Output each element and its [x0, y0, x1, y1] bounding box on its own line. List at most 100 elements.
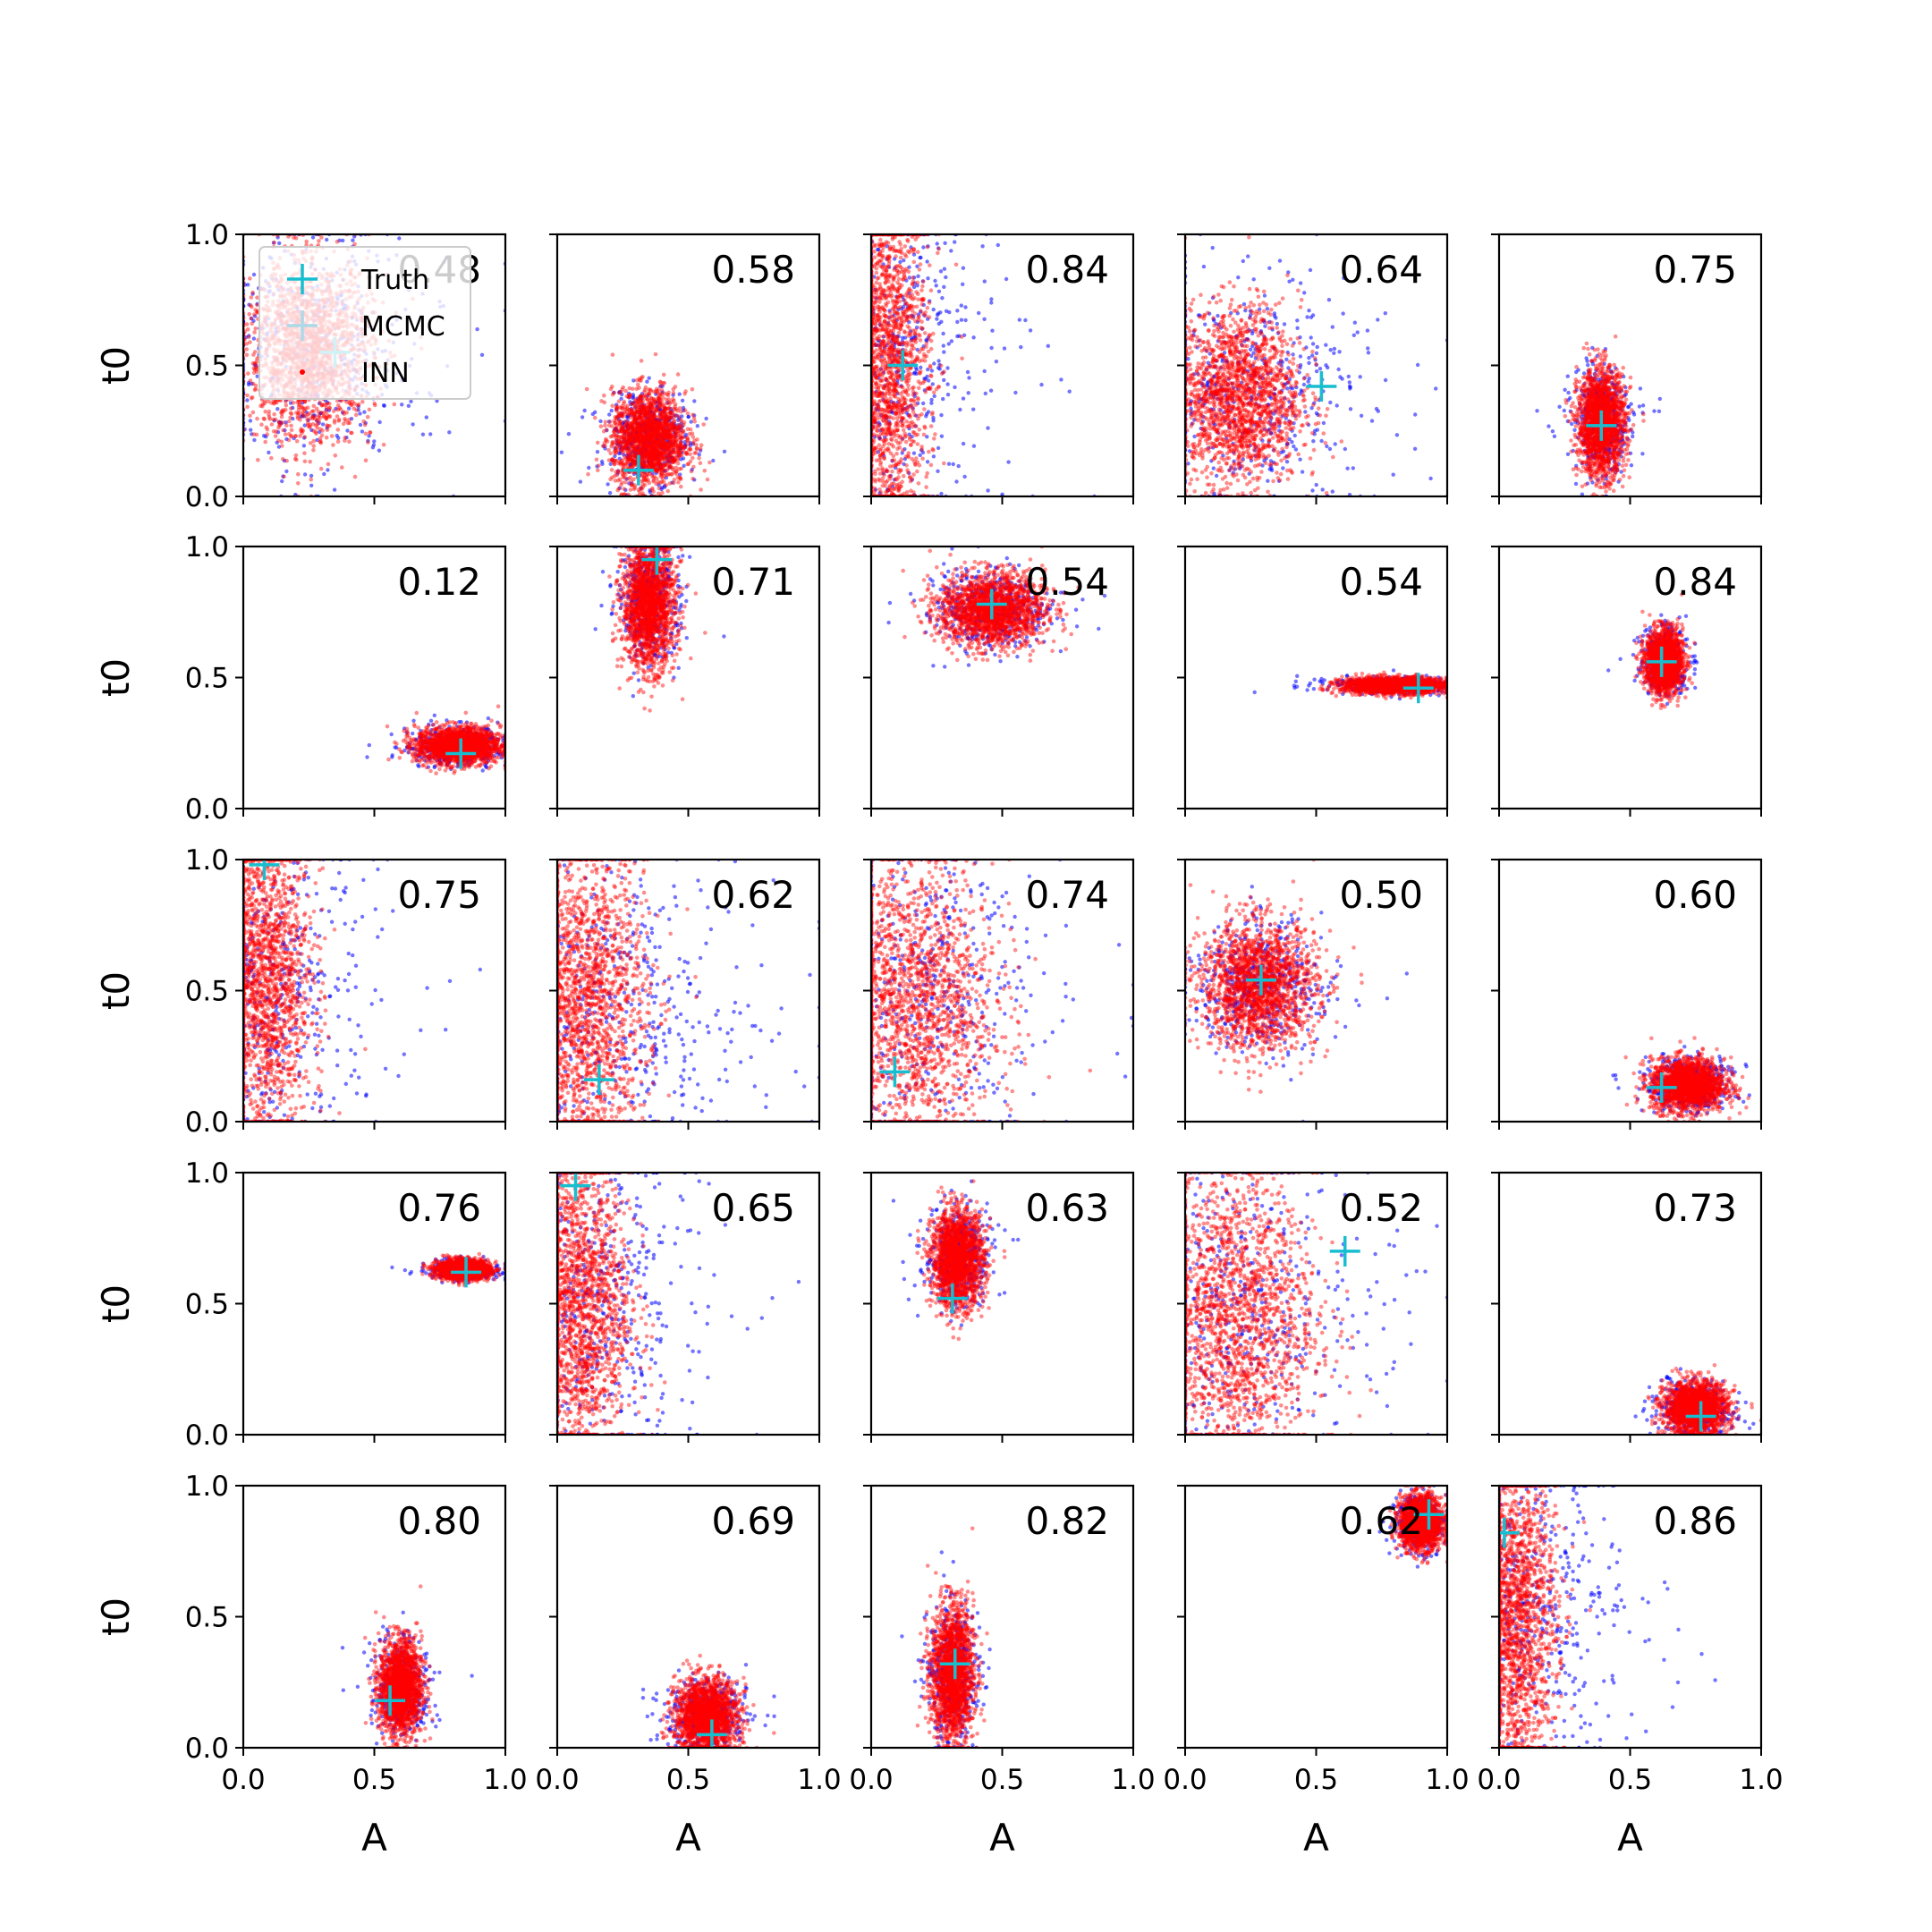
inn-point	[328, 414, 333, 419]
inn-point	[663, 420, 667, 425]
mcmc-point	[400, 402, 403, 406]
inn-point	[610, 459, 614, 463]
mcmc-point	[1019, 345, 1022, 349]
inn-point	[689, 447, 693, 452]
inn-point	[633, 447, 638, 452]
mcmc-point	[942, 378, 945, 382]
inn-point	[274, 434, 278, 438]
inn-point	[645, 441, 649, 445]
mcmc-point	[924, 414, 928, 418]
inn-point	[646, 433, 650, 437]
inn-point	[272, 241, 276, 245]
inn-point	[689, 460, 693, 464]
mcmc-point	[989, 301, 993, 304]
inn-point	[319, 467, 324, 471]
inn-point	[287, 419, 292, 424]
inn-point	[340, 465, 344, 470]
mcmc-point	[916, 275, 919, 278]
inn-point	[684, 451, 689, 455]
inn-point	[294, 236, 299, 241]
inn-point	[621, 458, 625, 462]
mcmc-point	[345, 428, 349, 432]
mcmc-point	[582, 409, 586, 412]
inn-point	[599, 424, 604, 428]
inn-point	[336, 403, 341, 408]
inn-point	[245, 353, 250, 358]
mcmc-point	[939, 492, 943, 496]
mcmc-point	[245, 398, 249, 402]
inn-point	[667, 397, 672, 402]
inn-point	[301, 411, 305, 415]
inn-point	[688, 453, 692, 457]
inn-point	[334, 453, 338, 458]
mcmc-point	[580, 415, 584, 419]
inn-point	[637, 402, 641, 407]
inn-point	[281, 420, 285, 425]
inn-point	[248, 276, 252, 281]
inn-point	[638, 417, 642, 421]
inn-point	[608, 478, 613, 482]
inn-point	[256, 458, 260, 462]
inn-point	[640, 359, 644, 363]
mcmc-point	[1018, 318, 1021, 321]
mcmc-point	[341, 239, 344, 242]
mcmc-point	[351, 239, 354, 242]
inn-point	[638, 396, 642, 401]
inn-point	[672, 387, 676, 392]
mcmc-point	[972, 445, 976, 448]
inn-point	[637, 386, 641, 390]
inn-point	[629, 476, 633, 480]
inn-point	[636, 444, 640, 448]
mcmc-point	[475, 327, 479, 331]
inn-point	[306, 412, 310, 417]
inn-point	[677, 447, 682, 452]
inn-point	[655, 468, 659, 472]
inn-point	[663, 462, 667, 467]
inn-point	[610, 424, 614, 428]
inn-point	[597, 463, 601, 468]
inn-point	[691, 435, 696, 439]
mcmc-point	[963, 318, 967, 322]
inn-point	[635, 439, 640, 444]
inn-point	[247, 335, 251, 340]
inn-point	[245, 394, 250, 398]
mcmc-point	[560, 451, 564, 454]
inn-point	[640, 433, 644, 437]
inn-point	[347, 439, 352, 444]
inn-point	[666, 407, 671, 411]
inn-point	[262, 417, 267, 421]
mcmc-point	[567, 432, 571, 436]
inn-point	[294, 453, 299, 458]
mcmc-point	[607, 412, 611, 416]
inn-point	[277, 423, 282, 428]
inn-point	[669, 411, 674, 415]
inn-point	[585, 387, 589, 392]
inn-point	[658, 405, 663, 410]
mcmc-point	[942, 343, 945, 347]
inn-point	[660, 491, 665, 496]
mcmc-point	[932, 454, 936, 458]
inn-point	[593, 416, 597, 420]
inn-point	[672, 450, 676, 454]
inn-point	[668, 424, 673, 428]
mcmc-point	[360, 429, 364, 433]
y-axis-label: t0	[94, 346, 138, 385]
mcmc-point	[946, 393, 950, 396]
inn-point	[282, 475, 286, 479]
inn-point	[330, 434, 335, 438]
mcmc-point	[967, 376, 970, 379]
inn-point	[663, 451, 667, 455]
inn-point	[603, 401, 607, 405]
inn-point	[691, 387, 695, 392]
inn-point	[284, 432, 288, 436]
inn-point	[287, 438, 292, 443]
inn-point	[393, 402, 397, 407]
mcmc-point	[1013, 391, 1017, 394]
inn-point	[628, 448, 632, 453]
inn-point	[265, 432, 269, 436]
inn-point	[640, 437, 644, 442]
inn-point	[652, 397, 657, 402]
inn-point	[288, 416, 292, 420]
mcmc-point	[961, 283, 964, 286]
inn-point	[250, 291, 255, 295]
